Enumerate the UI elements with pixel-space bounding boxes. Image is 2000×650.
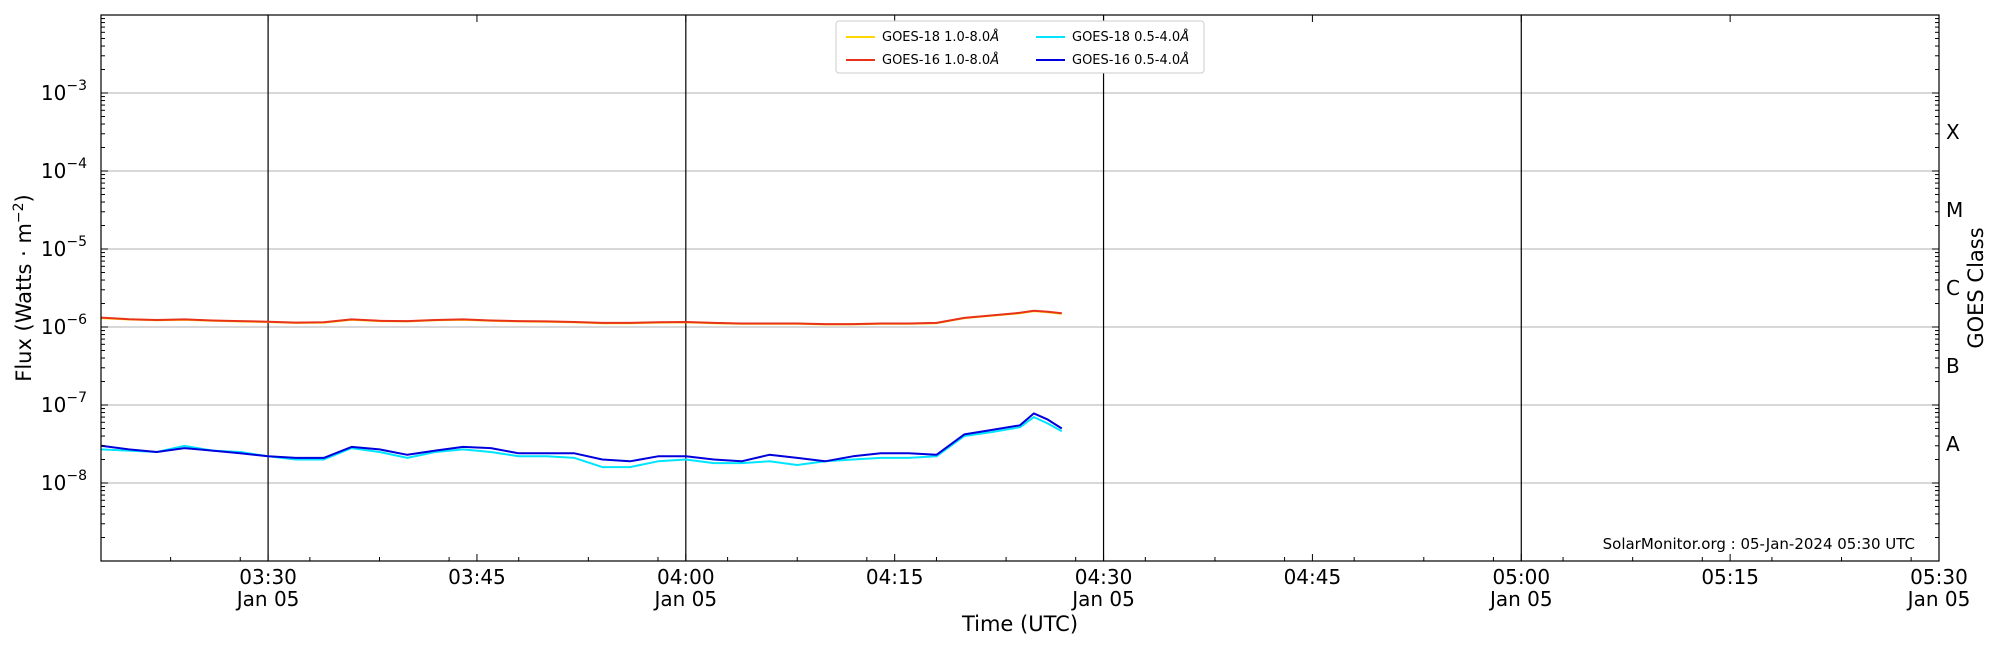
x-tick-label: 04:45 <box>1284 565 1342 589</box>
vertical-time-markers <box>267 15 1522 561</box>
goes-class-label: B <box>1946 354 1960 378</box>
legend-box <box>835 20 1205 74</box>
y-tick-label: 10−7 <box>41 390 87 417</box>
series-line-1 <box>100 309 1062 326</box>
gridlines <box>101 92 1939 484</box>
y-axis-label: Flux (Watts · m−2) <box>11 194 36 382</box>
x-tick-date-label: Jan 05 <box>1488 587 1553 611</box>
legend-label: GOES-16 1.0-8.0Å <box>882 52 999 68</box>
goes-class-label: A <box>1946 432 1960 456</box>
x-tick-date-label: Jan 05 <box>235 587 300 611</box>
y-tick-label: 10−3 <box>41 78 87 105</box>
watermark: SolarMonitor.org : 05-Jan-2024 05:30 UTC <box>1603 535 1915 553</box>
goes-class-label: C <box>1946 276 1960 300</box>
y-tick-label: 10−6 <box>41 312 87 339</box>
plot-frame <box>100 14 1940 562</box>
legend: GOES-18 1.0-8.0Å GOES-18 0.5-4.0Å GOES-16 … <box>835 20 1205 74</box>
x-tick-label: 04:15 <box>866 565 924 589</box>
series-line-3 <box>100 412 1063 463</box>
x-tick-label: 04:00 <box>657 565 715 589</box>
series-line-2 <box>100 416 1063 469</box>
legend-label: GOES-18 0.5-4.0Å <box>1072 29 1189 45</box>
x-tick-label: 03:30 <box>239 565 297 589</box>
x-tick-label: 03:45 <box>448 565 506 589</box>
data-series <box>100 309 1063 469</box>
x-tick-label: 05:30 <box>1910 565 1968 589</box>
x-tick-label: 04:30 <box>1075 565 1133 589</box>
y-axis-label-superscript: −2 <box>11 202 27 223</box>
y-axis: 10−8 10−7 10−6 10−5 10−4 10−3 <box>41 14 1939 562</box>
x-tick-date-label: Jan 05 <box>1906 587 1971 611</box>
x-tick-date-label: Jan 05 <box>1070 587 1135 611</box>
y-tick-label: 10−8 <box>41 468 87 495</box>
x-axis-label: Time (UTC) <box>961 612 1078 636</box>
y-tick-label: 10−5 <box>41 234 87 261</box>
x-tick-label: 05:15 <box>1701 565 1759 589</box>
goes-class-label: X <box>1946 120 1960 144</box>
goes-class-axis-label: GOES Class <box>1964 227 1988 348</box>
legend-label: GOES-18 1.0-8.0Å <box>882 29 999 45</box>
y-axis-label-close: ) <box>12 194 36 202</box>
goes-class-axis: X M C B A <box>1946 120 1963 456</box>
y-tick-label: 10−4 <box>41 156 87 183</box>
x-tick-label: 05:00 <box>1492 565 1550 589</box>
legend-label: GOES-16 0.5-4.0Å <box>1072 52 1189 68</box>
x-tick-date-label: Jan 05 <box>652 587 717 611</box>
goes-class-label: M <box>1946 198 1963 222</box>
